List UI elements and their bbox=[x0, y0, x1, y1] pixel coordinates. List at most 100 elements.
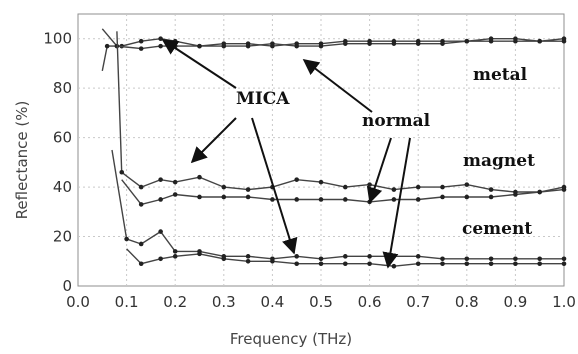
series-5-point bbox=[318, 256, 324, 262]
series-2-point bbox=[197, 43, 202, 49]
series-3-point bbox=[391, 187, 397, 192]
series-2-point bbox=[415, 41, 421, 46]
x-tick-label: 0.8 bbox=[455, 293, 479, 311]
series-5-point bbox=[124, 236, 129, 242]
series-4-point bbox=[415, 197, 421, 202]
y-tick-label: 0 bbox=[62, 277, 72, 295]
series-3-point bbox=[172, 179, 178, 185]
series-3-point bbox=[138, 184, 144, 190]
series-3-point bbox=[221, 184, 227, 190]
x-tick-label: 0.9 bbox=[503, 293, 527, 311]
annotation-magnet: magnet bbox=[463, 151, 535, 171]
x-tick-label: 0.3 bbox=[212, 293, 236, 311]
series-5-point bbox=[440, 256, 445, 262]
series-6-line bbox=[126, 248, 564, 267]
series-2-point bbox=[221, 43, 227, 49]
series-5-point bbox=[488, 256, 494, 262]
series-6-point bbox=[367, 261, 372, 267]
series-3-point bbox=[488, 187, 494, 192]
series-6-point bbox=[440, 261, 445, 267]
series-5-point bbox=[561, 256, 567, 262]
y-tick-label: 20 bbox=[53, 228, 72, 246]
series-6-point bbox=[172, 254, 178, 259]
series-2-point bbox=[440, 41, 445, 46]
series-5-point bbox=[138, 241, 144, 247]
annotation-arrow bbox=[302, 59, 373, 113]
series-6-point bbox=[245, 258, 251, 264]
annotation-arrows bbox=[161, 39, 411, 269]
series-5-point bbox=[367, 254, 372, 259]
y-tick-label: 100 bbox=[43, 30, 72, 48]
series-2-point bbox=[513, 38, 518, 44]
series-5-point bbox=[158, 229, 163, 234]
series-1-point bbox=[172, 38, 178, 44]
series-1-line bbox=[101, 37, 565, 72]
series-4-point bbox=[221, 194, 227, 200]
series-5-point bbox=[415, 254, 421, 259]
series-5-point bbox=[245, 254, 251, 259]
series-6-point bbox=[294, 261, 300, 267]
series-5-point bbox=[391, 254, 397, 259]
series-1-point bbox=[138, 38, 144, 44]
series-4-point bbox=[138, 202, 144, 207]
series-3-point bbox=[245, 187, 251, 192]
annotation-metal: metal bbox=[473, 65, 528, 85]
series-4-point bbox=[245, 194, 251, 200]
series-3-point bbox=[464, 182, 470, 187]
series-6-point bbox=[537, 261, 542, 267]
series-2-point bbox=[537, 38, 542, 44]
series-6-point bbox=[221, 256, 227, 262]
series-2-point bbox=[294, 43, 300, 49]
series-4-point bbox=[561, 187, 567, 192]
x-tick-label: 0.2 bbox=[163, 293, 187, 311]
series-5-point bbox=[172, 249, 178, 254]
series-6-point bbox=[197, 251, 202, 257]
series-6-point bbox=[318, 261, 324, 267]
y-tick-label: 60 bbox=[53, 129, 72, 147]
series-4-point bbox=[318, 197, 324, 202]
series-5-point bbox=[343, 254, 348, 259]
series-3-point bbox=[197, 174, 202, 180]
series-4-point bbox=[440, 194, 445, 200]
series-4-point bbox=[464, 194, 470, 200]
series-3-point bbox=[158, 177, 163, 182]
series-2-point bbox=[138, 46, 144, 51]
x-tick-label: 0.1 bbox=[115, 293, 139, 311]
series-4-point bbox=[488, 194, 494, 200]
series-2-point bbox=[391, 41, 397, 46]
series-3-point bbox=[119, 169, 125, 175]
annotation-normal: normal bbox=[362, 111, 431, 131]
x-tick-label: 0.6 bbox=[358, 293, 382, 311]
annotation-mica: MICA bbox=[236, 89, 290, 109]
series-3-point bbox=[318, 179, 324, 185]
series-2-point bbox=[245, 43, 251, 49]
series-6-point bbox=[488, 261, 494, 267]
series-5-point bbox=[537, 256, 542, 262]
series-6-point bbox=[270, 258, 275, 264]
series-6-point bbox=[415, 261, 421, 267]
annotation-arrow bbox=[190, 117, 237, 164]
y-tick-label: 40 bbox=[53, 178, 72, 196]
series-1-point bbox=[104, 43, 110, 49]
series-4-point bbox=[343, 197, 348, 202]
series-2-point bbox=[270, 41, 275, 46]
series-3-point bbox=[294, 177, 300, 182]
series-4-point bbox=[172, 192, 178, 197]
series-5-point bbox=[464, 256, 470, 262]
series-3-point bbox=[440, 184, 445, 190]
y-tick-labels: 0 20 40 60 80 100 bbox=[43, 30, 72, 295]
x-tick-label: 1.0 bbox=[552, 293, 576, 311]
x-axis-title: Frequency (THz) bbox=[230, 330, 352, 348]
series-4-point bbox=[391, 197, 397, 202]
series-4-point bbox=[294, 197, 300, 202]
annotation-arrow bbox=[161, 39, 237, 89]
series-2-point bbox=[318, 43, 324, 49]
series-6-point bbox=[561, 261, 567, 267]
series-2-point bbox=[488, 38, 494, 44]
annotation-arrow bbox=[251, 117, 298, 255]
series-5-point bbox=[294, 254, 300, 259]
series-6-point bbox=[343, 261, 348, 267]
series-6-point bbox=[391, 263, 397, 269]
x-tick-labels: 0.0 0.1 0.2 0.3 0.4 0.5 0.6 0.7 0.8 0.9 1.0 bbox=[66, 293, 576, 311]
